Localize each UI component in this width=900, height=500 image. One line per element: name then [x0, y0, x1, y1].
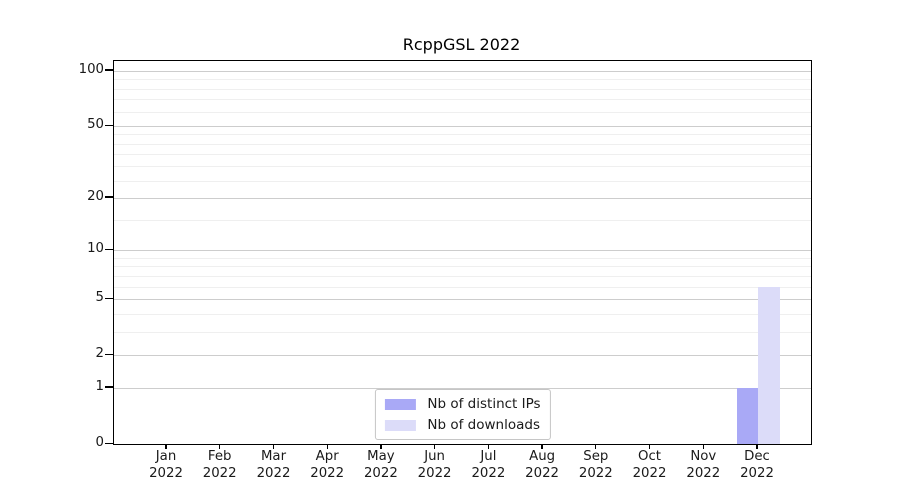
- x-tick-label-dec: Dec 2022: [717, 449, 797, 482]
- y-tick-mark-50: [105, 124, 113, 126]
- x-tick-year: 2022: [686, 465, 721, 481]
- x-tick-year: 2022: [471, 465, 506, 481]
- y-tick-label-50: 50: [87, 117, 104, 132]
- x-tick-mark-aug: [541, 444, 543, 450]
- gridline-minor-90: [114, 79, 811, 81]
- y-tick-mark-10: [105, 248, 113, 250]
- gridline-minor-25: [114, 180, 811, 182]
- gridline-major-100: [114, 70, 811, 72]
- x-tick-month: Feb: [207, 449, 232, 464]
- gridline-major-10: [114, 250, 811, 252]
- x-tick-year: 2022: [417, 465, 452, 481]
- y-tick-mark-1: [105, 386, 113, 388]
- gridline-minor-45: [114, 134, 811, 136]
- x-tick-mark-jan: [165, 444, 167, 450]
- legend-row-nb-of-downloads: Nb of downloads: [384, 417, 540, 433]
- bar-nb-of-distinct-ips-dec: [736, 387, 758, 444]
- y-tick-mark-20: [105, 196, 113, 198]
- chart-title: RcppGSL 2022: [402, 35, 521, 54]
- x-tick-month: Apr: [315, 449, 339, 464]
- x-tick-mark-jun: [434, 444, 436, 450]
- x-tick-label-may: May 2022: [341, 449, 421, 482]
- x-tick-year: 2022: [740, 465, 774, 481]
- y-tick-label-100: 100: [78, 61, 104, 77]
- x-tick-month: May: [367, 449, 395, 464]
- x-tick-label-oct: Oct 2022: [610, 449, 690, 482]
- gridline-minor-60: [114, 111, 811, 113]
- x-tick-mark-feb: [219, 444, 221, 450]
- x-tick-mark-apr: [326, 444, 328, 450]
- x-tick-label-nov: Nov 2022: [663, 449, 743, 482]
- x-tick-label-mar: Mar 2022: [234, 449, 314, 482]
- x-tick-month: Oct: [638, 449, 661, 464]
- x-tick-label-aug: Aug 2022: [502, 449, 582, 482]
- x-tick-label-sep: Sep 2022: [556, 449, 636, 482]
- gridline-minor-4: [114, 313, 811, 315]
- legend-label-nb-of-downloads: Nb of downloads: [427, 417, 540, 433]
- x-tick-year: 2022: [256, 465, 291, 481]
- x-tick-month: Nov: [690, 449, 717, 464]
- y-tick-label-2: 2: [95, 346, 104, 362]
- gridline-major-50: [114, 126, 811, 127]
- gridline-minor-8: [114, 266, 811, 268]
- gridline-minor-9: [114, 257, 811, 259]
- gridline-minor-70: [114, 99, 811, 101]
- x-tick-mark-dec: [756, 444, 758, 450]
- x-tick-mark-sep: [595, 444, 597, 450]
- gridline-minor-35: [114, 154, 811, 156]
- x-tick-mark-mar: [272, 444, 275, 450]
- y-tick-label-10: 10: [87, 241, 104, 257]
- y-tick-label-0: 0: [95, 435, 104, 450]
- gridline-minor-3: [114, 331, 811, 333]
- gridline-major-1: [114, 387, 811, 389]
- x-tick-label-jan: Jan 2022: [126, 449, 206, 482]
- x-tick-year: 2022: [363, 465, 398, 481]
- y-tick-label-20: 20: [87, 188, 104, 204]
- x-tick-month: Jul: [480, 449, 497, 464]
- gridline-minor-40: [114, 143, 811, 145]
- x-tick-month: Aug: [529, 449, 556, 464]
- x-tick-year: 2022: [525, 465, 560, 481]
- legend-swatch-nb-of-distinct-ips: [384, 398, 416, 410]
- gridline-minor-6: [114, 286, 811, 288]
- plot-area: Nb of distinct IPs Nb of downloads: [113, 60, 812, 445]
- x-tick-month: Jun: [424, 449, 445, 464]
- gridline-minor-30: [114, 166, 811, 168]
- y-tick-label-1: 1: [95, 378, 104, 394]
- y-tick-mark-100: [105, 69, 113, 71]
- y-tick-mark-5: [105, 297, 113, 299]
- legend-row-nb-of-distinct-ips: Nb of distinct IPs: [384, 396, 541, 412]
- gridline-minor-15: [114, 219, 811, 221]
- x-tick-year: 2022: [149, 465, 183, 481]
- y-tick-mark-0: [105, 442, 113, 444]
- y-tick-mark-2: [105, 353, 113, 355]
- x-tick-mark-oct: [648, 444, 651, 450]
- x-tick-month: Dec: [744, 449, 770, 464]
- gridline-major-20: [114, 197, 811, 199]
- bar-nb-of-downloads-dec: [758, 286, 780, 444]
- x-tick-label-jul: Jul 2022: [448, 449, 528, 482]
- x-tick-mark-nov: [702, 444, 704, 450]
- x-tick-year: 2022: [632, 465, 667, 481]
- gridline-major-2: [114, 355, 811, 357]
- x-tick-label-jun: Jun 2022: [395, 449, 475, 482]
- x-tick-month: Sep: [583, 449, 609, 464]
- y-tick-label-5: 5: [95, 290, 104, 306]
- x-tick-year: 2022: [578, 465, 613, 481]
- x-tick-year: 2022: [202, 465, 237, 481]
- gridline-minor-7: [114, 275, 811, 277]
- legend: Nb of distinct IPs Nb of downloads: [374, 389, 551, 440]
- x-tick-label-apr: Apr 2022: [287, 449, 367, 482]
- legend-swatch-nb-of-downloads: [384, 419, 416, 431]
- x-tick-mark-jul: [487, 444, 489, 450]
- x-tick-year: 2022: [310, 465, 345, 481]
- x-tick-month: Mar: [260, 449, 287, 464]
- gridline-minor-80: [114, 88, 811, 90]
- x-tick-month: Jan: [155, 449, 177, 464]
- legend-label-nb-of-distinct-ips: Nb of distinct IPs: [427, 396, 541, 412]
- x-tick-label-feb: Feb 2022: [180, 449, 260, 482]
- gridline-major-5: [114, 299, 811, 301]
- x-tick-mark-may: [380, 444, 382, 450]
